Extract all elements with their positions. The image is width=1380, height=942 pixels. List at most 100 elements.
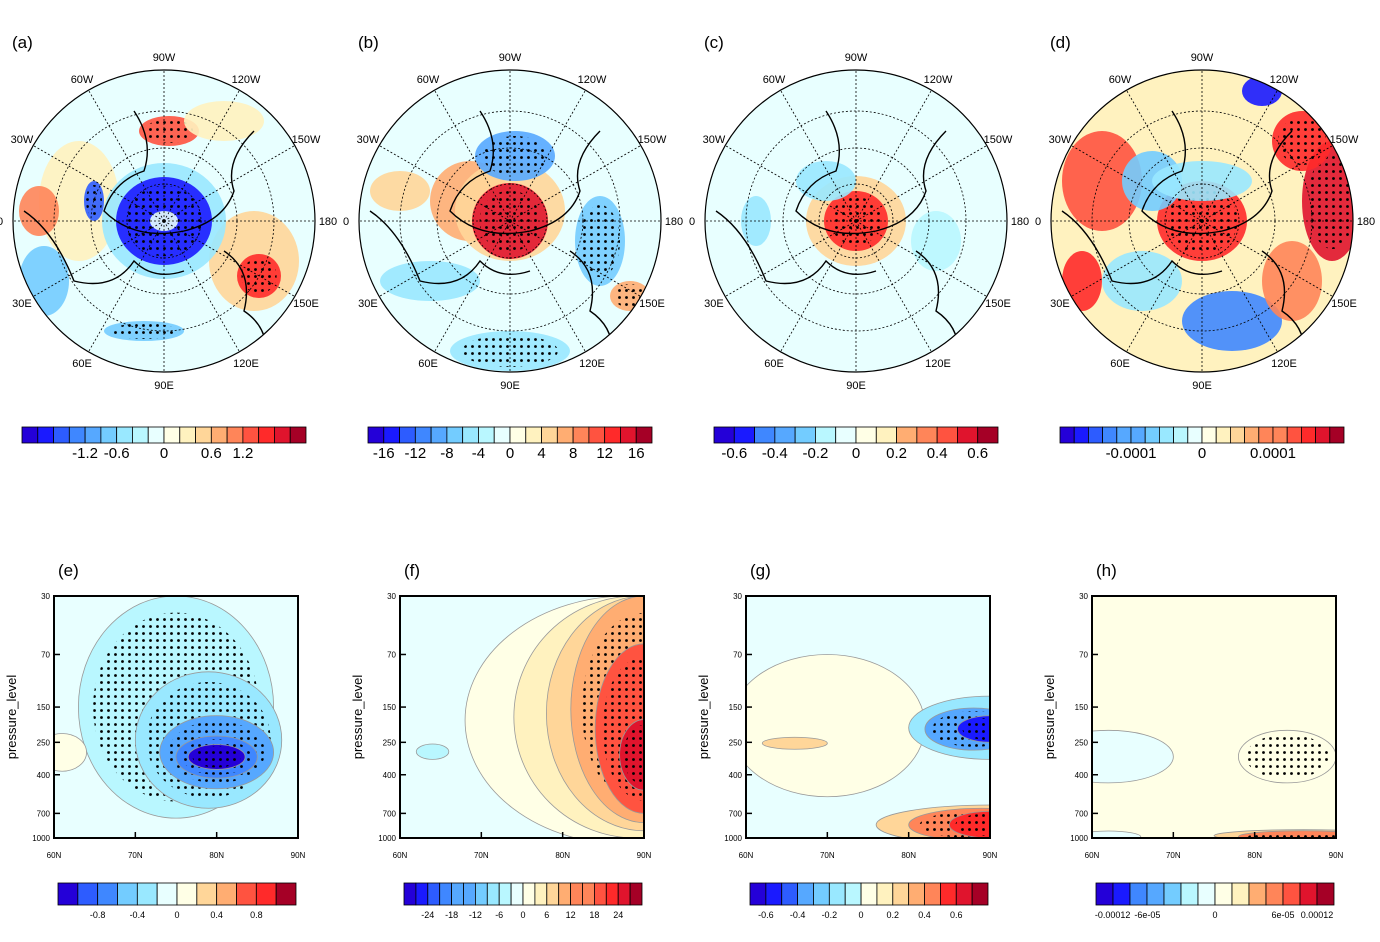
meridian-line	[33, 220, 165, 297]
colorbar-box	[451, 882, 464, 906]
meridian-line	[1201, 145, 1333, 222]
colorbar-box	[486, 882, 500, 906]
x-tick-label: 80N	[209, 851, 224, 860]
y-tick-label: 150	[37, 703, 51, 712]
contour-region	[415, 743, 450, 760]
longitude-label: 90E	[1192, 380, 1212, 392]
longitude-label: 60W	[417, 74, 440, 86]
colorbar: -1.2 -0.6 0 0.6 1.2	[21, 426, 307, 462]
y-axis-label: pressure_level	[4, 675, 19, 760]
significance-stipple	[962, 717, 990, 741]
colorbar-box	[971, 882, 989, 906]
colorbar-label: 6e-05	[1271, 910, 1294, 920]
colorbar-box	[1144, 426, 1160, 444]
colorbar: -0.00012 -6e-05 0 6e-05 0.00012	[1095, 882, 1335, 920]
significance-stipple	[112, 323, 176, 339]
colorbar-box	[462, 426, 479, 444]
meridian-line	[509, 220, 641, 297]
colorbar-box	[427, 882, 441, 906]
colorbar-box	[765, 882, 783, 906]
meridian-line	[163, 220, 295, 297]
y-tick-label: 400	[383, 771, 397, 780]
colorbar-box	[1112, 882, 1131, 906]
colorbar-box	[781, 882, 799, 906]
section-field	[746, 596, 990, 838]
plot-frame	[53, 595, 299, 839]
colorbar-box	[754, 426, 776, 444]
meridian-line	[379, 145, 511, 222]
colorbar-label: 0.6	[950, 910, 963, 920]
y-axis-label: pressure_level	[696, 675, 711, 760]
colorbar-box	[835, 426, 857, 444]
colorbar-box	[463, 882, 476, 906]
colorbar-box	[556, 426, 574, 444]
significance-stipple	[1308, 153, 1353, 249]
panel-label: (g)	[750, 561, 771, 580]
x-tick-label: 70N	[820, 851, 835, 860]
colorbar-box	[1201, 426, 1217, 444]
colorbar-label: 0.0001	[1250, 445, 1296, 462]
colorbar-label: -0.00012	[1095, 910, 1131, 920]
colorbar-label: 6	[544, 910, 549, 920]
significance-stipple	[580, 205, 620, 277]
longitude-label: 0	[343, 216, 349, 228]
colorbar-label: 0	[174, 910, 179, 920]
colorbar-box	[195, 426, 212, 444]
colorbar-box	[749, 882, 767, 906]
anomaly-region	[796, 161, 856, 201]
colorbar-box	[57, 882, 79, 906]
colorbar-box	[1258, 426, 1274, 444]
colorbar-box	[147, 426, 165, 444]
colorbar-box	[892, 882, 910, 906]
colorbar-box	[875, 426, 897, 444]
colorbar-box	[1265, 882, 1284, 906]
map-boundary	[704, 69, 1008, 373]
significance-stipple	[1278, 117, 1326, 165]
colorbar-box	[132, 426, 149, 444]
y-tick-label: 250	[37, 738, 51, 747]
colorbar-label: 16	[628, 445, 645, 462]
section-field	[54, 596, 298, 838]
colorbar-box	[635, 426, 653, 444]
colorbar-box	[733, 426, 755, 444]
y-tick-label: 250	[383, 738, 397, 747]
meridian-line	[855, 145, 987, 222]
x-tick-label: 70N	[474, 851, 489, 860]
colorbar-box	[1215, 426, 1231, 444]
colorbar-box	[1173, 426, 1189, 444]
meridian-line	[163, 90, 240, 222]
colorbar-label: -12	[404, 445, 426, 462]
colorbar-box	[1130, 426, 1146, 444]
colorbar-box	[594, 882, 607, 906]
colorbar-box	[1231, 882, 1250, 906]
colorbar-label: 0	[160, 445, 168, 462]
meridian-line	[379, 220, 511, 297]
longitude-label: 30W	[11, 134, 34, 146]
colorbar-label: 0.00012	[1301, 910, 1334, 920]
colorbar-box	[1286, 426, 1302, 444]
colorbar-box	[414, 426, 432, 444]
colorbar-box	[955, 882, 973, 906]
colorbar-box	[605, 882, 619, 906]
y-tick-label: 30	[41, 592, 50, 601]
meridian-line	[855, 220, 932, 352]
longitude-label: 0	[1035, 216, 1041, 228]
section-field	[400, 596, 644, 838]
y-tick-label: 700	[37, 809, 51, 818]
meridian-line	[33, 145, 165, 222]
meridian-line	[163, 220, 240, 352]
panel-label: (f)	[404, 561, 420, 580]
colorbar-box	[570, 882, 583, 906]
colorbar-box	[525, 426, 542, 444]
colorbar-label: -0.4	[130, 910, 146, 920]
colorbar-box	[196, 882, 218, 906]
colorbar-label: -0.0001	[1106, 445, 1157, 462]
colorbar-box	[430, 426, 448, 444]
x-tick-label: 60N	[393, 851, 408, 860]
y-tick-label: 70	[387, 650, 396, 659]
x-tick-label: 60N	[739, 851, 754, 860]
significance-stipple	[623, 724, 644, 785]
colorbar-box	[478, 426, 495, 444]
longitude-label: 30E	[1050, 298, 1070, 310]
